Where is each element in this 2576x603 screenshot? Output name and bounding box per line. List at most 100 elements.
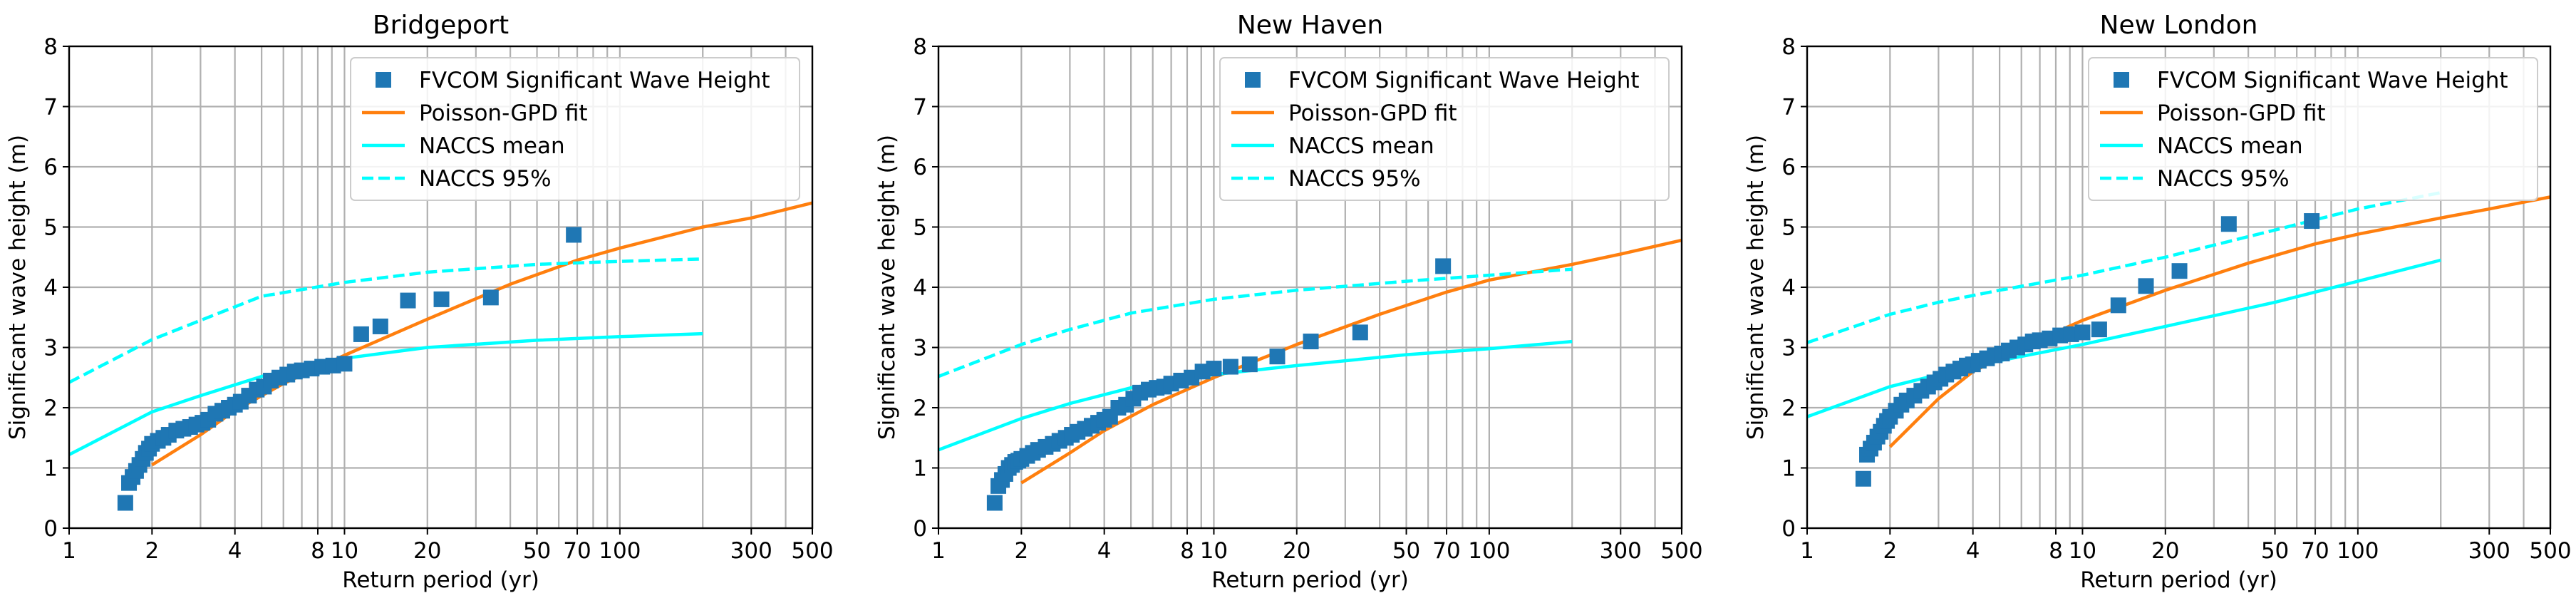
x-tick-label: 500 (2529, 538, 2571, 564)
y-axis-label: Significant wave height (m) (874, 135, 900, 440)
legend-label: FVCOM Significant Wave Height (419, 68, 770, 93)
legend-label: Poisson-GPD fit (2157, 100, 2326, 126)
x-tick-label: 300 (730, 538, 772, 564)
data-point (2110, 297, 2126, 314)
legend: FVCOM Significant Wave Height Poisson-GPD… (2088, 57, 2538, 201)
legend-label: NACCS 95% (419, 166, 552, 192)
y-tick-label: 5 (1781, 215, 1796, 241)
y-tick-label: 3 (913, 336, 927, 361)
x-tick-label: 100 (599, 538, 641, 564)
data-point (986, 495, 1003, 511)
data-point (336, 356, 353, 372)
x-tick-label: 500 (1660, 538, 1702, 564)
data-point (2171, 263, 2188, 279)
x-tick-label: 10 (1200, 538, 1228, 564)
series-line-naccs-mean (1807, 258, 2441, 418)
x-tick-label: 2 (1883, 538, 1897, 564)
y-axis-label: Significant wave height (m) (1743, 135, 1769, 440)
legend-marker (2114, 72, 2129, 88)
x-tick-label: 8 (1180, 538, 1194, 564)
legend-label: NACCS mean (419, 133, 565, 159)
y-tick-label: 8 (913, 34, 927, 60)
x-tick-label: 70 (2301, 538, 2329, 564)
data-point (566, 227, 582, 243)
series-line-naccs-95 (1807, 191, 2441, 344)
y-tick-label: 0 (43, 516, 58, 542)
chart-title: Bridgeport (373, 11, 509, 40)
chart-title: New London (2100, 11, 2258, 40)
y-tick-label: 0 (913, 516, 927, 542)
x-tick-label: 50 (1392, 538, 1420, 564)
y-tick-label: 2 (43, 396, 58, 421)
x-tick-label: 4 (1097, 538, 1112, 564)
y-tick-label: 7 (43, 95, 58, 120)
y-tick-label: 7 (1781, 95, 1796, 120)
series-line-poisson-gpd-fit (1888, 195, 2550, 448)
x-axis-label: Return period (yr) (1211, 567, 1409, 593)
x-tick-label: 8 (311, 538, 325, 564)
legend-label: NACCS 95% (2157, 166, 2290, 192)
y-tick-label: 6 (43, 155, 58, 180)
y-tick-label: 3 (43, 336, 58, 361)
series-line-poisson-gpd-fit (151, 201, 812, 467)
y-tick-label: 5 (913, 215, 927, 241)
data-point (2304, 213, 2320, 230)
legend-marker (1245, 72, 1261, 88)
y-tick-label: 3 (1781, 336, 1796, 361)
data-point (482, 289, 499, 306)
x-tick-label: 70 (1432, 538, 1460, 564)
series-group (1807, 191, 2550, 487)
series-group (69, 201, 812, 511)
x-tick-label: 2 (1014, 538, 1028, 564)
x-tick-label: 8 (2049, 538, 2063, 564)
x-tick-label: 1 (62, 538, 76, 564)
legend-label: NACCS 95% (1288, 166, 1421, 192)
data-point (1352, 324, 1368, 341)
data-point (117, 495, 133, 511)
y-tick-label: 6 (1781, 155, 1796, 180)
x-tick-label: 20 (2151, 538, 2179, 564)
x-tick-label: 300 (2468, 538, 2510, 564)
y-tick-label: 6 (913, 155, 927, 180)
data-point (1435, 258, 1452, 274)
y-tick-label: 4 (913, 275, 927, 301)
x-tick-label: 100 (1468, 538, 1510, 564)
legend-label: Poisson-GPD fit (419, 100, 588, 126)
legend-box (350, 57, 800, 201)
x-tick-label: 20 (413, 538, 441, 564)
data-point (1241, 356, 1258, 373)
data-point (2074, 324, 2091, 341)
y-tick-label: 4 (43, 275, 58, 301)
legend-label: FVCOM Significant Wave Height (1288, 68, 1640, 93)
legend-box (1219, 57, 1670, 201)
data-point (372, 318, 388, 334)
legend-label: Poisson-GPD fit (1288, 100, 1457, 126)
y-tick-label: 2 (1781, 396, 1796, 421)
legend-label: NACCS mean (2157, 133, 2303, 159)
series-line-naccs-95 (938, 267, 1573, 378)
y-tick-label: 5 (43, 215, 58, 241)
data-point (2091, 321, 2107, 338)
y-tick-label: 1 (43, 456, 58, 482)
x-tick-label: 4 (1966, 538, 1980, 564)
y-tick-label: 1 (1781, 456, 1796, 482)
x-tick-label: 10 (331, 538, 358, 564)
data-point (1303, 334, 1319, 350)
legend: FVCOM Significant Wave Height Poisson-GPD… (350, 57, 800, 201)
y-axis-label: Significant wave height (m) (5, 135, 31, 440)
y-tick-label: 4 (1781, 275, 1796, 301)
legend: FVCOM Significant Wave Height Poisson-GPD… (1219, 57, 1670, 201)
x-tick-label: 20 (1283, 538, 1310, 564)
y-tick-label: 8 (1781, 34, 1796, 60)
y-tick-label: 0 (1781, 516, 1796, 542)
y-tick-label: 1 (913, 456, 927, 482)
x-tick-label: 1 (1800, 538, 1814, 564)
legend-box (2088, 57, 2538, 201)
y-tick-label: 8 (43, 34, 58, 60)
y-tick-label: 7 (913, 95, 927, 120)
x-tick-label: 300 (1600, 538, 1642, 564)
